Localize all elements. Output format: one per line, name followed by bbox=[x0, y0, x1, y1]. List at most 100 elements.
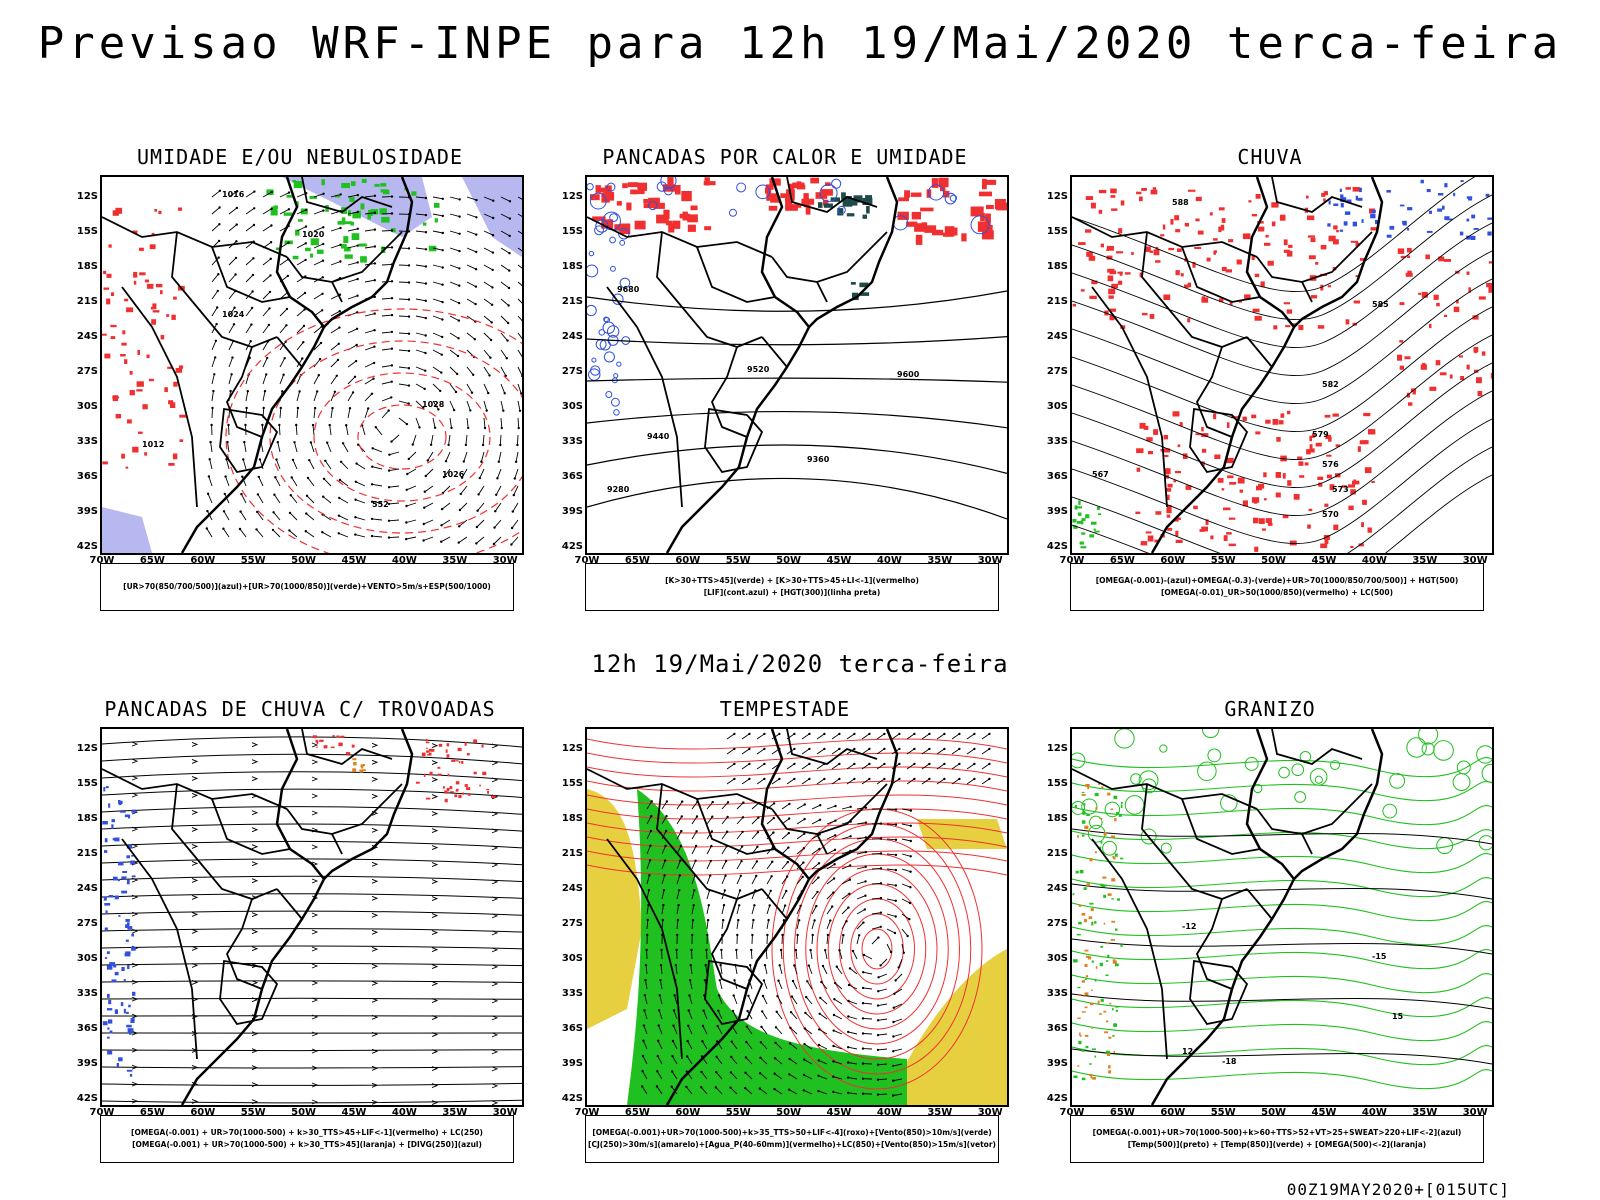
wind-vector bbox=[691, 831, 697, 840]
lon-tick-label: 35W bbox=[1412, 555, 1438, 566]
lat-tick-label: 15S bbox=[76, 226, 98, 237]
wind-vector bbox=[871, 867, 882, 870]
stream-arrow bbox=[491, 964, 499, 970]
field-patch bbox=[1481, 351, 1486, 356]
field-patch bbox=[1185, 485, 1192, 490]
field-patch bbox=[1221, 267, 1227, 272]
wind-vector-head bbox=[387, 469, 391, 472]
stream-arrow bbox=[491, 1066, 499, 1072]
stream-arrow bbox=[431, 1015, 439, 1020]
wind-vector bbox=[646, 845, 651, 855]
wind-vector-head bbox=[223, 492, 226, 496]
wind-vector bbox=[834, 998, 843, 1005]
field-patch bbox=[1226, 457, 1234, 464]
wind-vector-head bbox=[505, 357, 508, 360]
field-patch bbox=[1091, 960, 1094, 963]
wind-vector-head bbox=[258, 458, 262, 461]
wind-vector-head bbox=[406, 472, 409, 476]
field-patch bbox=[446, 787, 450, 792]
wind-vector-head bbox=[793, 964, 796, 967]
border-line bbox=[1256, 231, 1373, 283]
wind-vector bbox=[836, 966, 843, 975]
wind-vector-head bbox=[664, 829, 668, 833]
stream-arrow bbox=[431, 930, 439, 935]
stream-arrow bbox=[491, 862, 499, 868]
field-patch bbox=[904, 190, 910, 198]
wind-vector-head bbox=[767, 918, 770, 922]
wind-vector-head bbox=[407, 402, 410, 405]
wind-vector bbox=[793, 965, 798, 975]
wind-vector bbox=[643, 1010, 648, 1020]
field-patch bbox=[1254, 546, 1259, 552]
field-patch bbox=[1081, 1011, 1086, 1013]
field-patch bbox=[1101, 786, 1104, 789]
wind-vector bbox=[477, 502, 485, 511]
field-patch bbox=[1179, 422, 1183, 426]
field-patch bbox=[1166, 508, 1172, 514]
field-patch bbox=[1080, 1034, 1082, 1037]
wind-vector-head bbox=[507, 304, 510, 307]
field-patch bbox=[316, 746, 318, 748]
stream-arrow bbox=[431, 998, 439, 1003]
wind-vector bbox=[412, 434, 417, 445]
field-patch bbox=[1155, 511, 1162, 515]
wind-vector-head bbox=[846, 1061, 850, 1064]
wind-vector bbox=[706, 831, 713, 840]
wind-vector-head bbox=[709, 859, 712, 863]
field-patch bbox=[316, 740, 319, 744]
wind-vector-head bbox=[407, 247, 411, 250]
wind-vector-head bbox=[817, 876, 820, 879]
wind-vector bbox=[691, 890, 695, 900]
wind-vector bbox=[646, 801, 653, 810]
wind-vector-head bbox=[474, 285, 478, 288]
border-line bbox=[761, 336, 788, 368]
wind-vector-head bbox=[958, 732, 961, 736]
field-patch bbox=[1180, 273, 1184, 277]
wind-vector bbox=[465, 434, 468, 445]
wind-vector-head bbox=[251, 273, 255, 277]
wind-vector-head bbox=[424, 369, 427, 372]
stream-arrow bbox=[371, 963, 379, 969]
field-patch bbox=[1101, 884, 1106, 888]
lon-tick-label: 35W bbox=[927, 1107, 953, 1118]
wind-vector bbox=[449, 315, 460, 321]
field-patch bbox=[131, 855, 134, 857]
wind-vector-head bbox=[802, 861, 805, 864]
wind-vector bbox=[966, 778, 975, 785]
wind-vector-head bbox=[842, 933, 845, 937]
wind-vector bbox=[846, 748, 855, 755]
field-patch bbox=[1287, 410, 1291, 415]
field-patch bbox=[1152, 187, 1157, 190]
border-line bbox=[786, 729, 878, 765]
wind-vector-head bbox=[271, 528, 275, 532]
wind-vector-head bbox=[716, 1024, 719, 1028]
wind-vector bbox=[449, 349, 459, 357]
wind-vector-head bbox=[424, 299, 427, 302]
field-patch bbox=[1115, 1006, 1119, 1008]
field-patch bbox=[295, 229, 300, 236]
wind-vector-head bbox=[799, 904, 802, 907]
field-patch bbox=[103, 270, 107, 275]
wind-vector bbox=[330, 375, 338, 385]
stream-arrow bbox=[191, 776, 199, 781]
wind-vector bbox=[211, 391, 214, 402]
wind-vector-head bbox=[458, 525, 461, 528]
field-patch bbox=[1359, 440, 1366, 445]
wind-vector-head bbox=[758, 1072, 762, 1075]
field-patch bbox=[110, 324, 117, 328]
field-patch bbox=[1328, 436, 1332, 442]
border-line bbox=[1091, 838, 1168, 1060]
lif-contour bbox=[603, 351, 615, 363]
lon-tick-label: 50W bbox=[1261, 1107, 1287, 1118]
wind-vector-head bbox=[913, 747, 916, 751]
stream-arrow bbox=[251, 1048, 259, 1054]
field-patch bbox=[1088, 829, 1091, 832]
contour-label: 1028 bbox=[422, 400, 445, 409]
field-patch bbox=[136, 381, 144, 387]
lon-tick-label: 40W bbox=[391, 555, 417, 566]
wind-vector-head bbox=[695, 830, 698, 833]
wind-vector bbox=[726, 733, 735, 740]
field-patch bbox=[1136, 467, 1141, 472]
field-patch bbox=[1307, 524, 1311, 529]
field-patch bbox=[138, 431, 143, 434]
